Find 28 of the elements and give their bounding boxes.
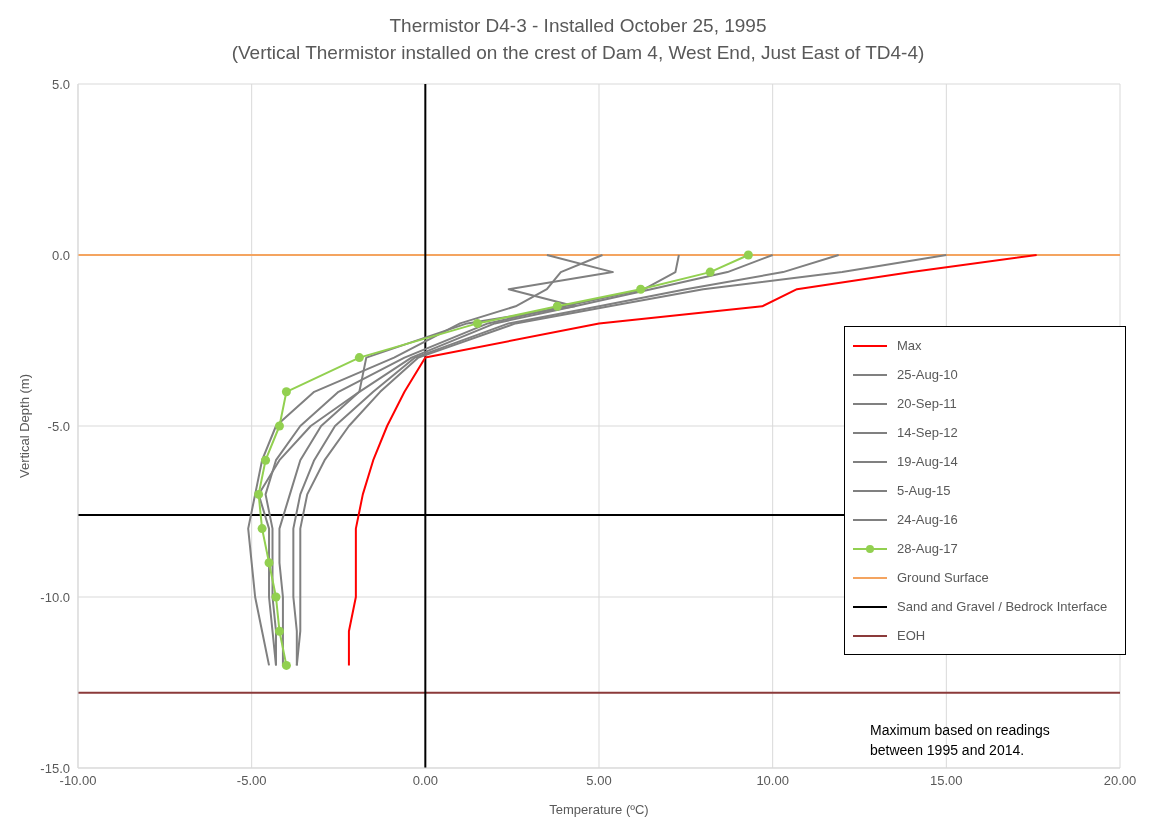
x-tick-label: 0.00 [412, 773, 438, 789]
y-tick-label: 5.0 [51, 76, 70, 92]
x-tick-label: 15.00 [930, 773, 963, 789]
y-tick-label: -15.0 [40, 760, 70, 776]
x-tick-label: 5.00 [586, 773, 612, 789]
annotation: Maximum based on readings between 1995 and 2014. [870, 721, 1051, 760]
legend-label: 25-Aug-10 [897, 367, 958, 382]
legend-label: Ground Surface [897, 570, 989, 585]
legend-label: EOH [897, 628, 926, 643]
legend-label: Sand and Gravel / Bedrock Interface [897, 599, 1108, 614]
legend-label: 28-Aug-17 [897, 541, 958, 556]
legend-label: 14-Sep-12 [897, 425, 958, 440]
legend-label: 5-Aug-15 [897, 483, 951, 498]
legend-label: 24-Aug-16 [897, 512, 958, 527]
chart-title: Thermistor D4-3 - Installed October 25, 1995 [388, 14, 768, 38]
legend-label: 19-Aug-14 [897, 454, 958, 469]
x-tick-label: 10.00 [756, 773, 789, 789]
x-tick-label: -5.00 [236, 773, 267, 789]
chart-subtitle: (Vertical Thermistor installed on the crest of Dam 4, West End, Just East of TD4-4) [230, 41, 926, 65]
y-tick-label: -5.0 [47, 418, 70, 434]
legend-label: 20-Sep-11 [897, 396, 957, 411]
legend-label: Max [897, 338, 922, 353]
y-axis-title: Vertical Depth (m) [16, 373, 32, 479]
y-tick-label: 0.0 [51, 247, 70, 263]
x-tick-label: 20.00 [1103, 773, 1137, 789]
x-axis-title: Temperature (ºC) [549, 802, 649, 817]
x-tick-label: -10.00 [59, 773, 97, 789]
y-tick-label: -10.0 [40, 589, 70, 605]
